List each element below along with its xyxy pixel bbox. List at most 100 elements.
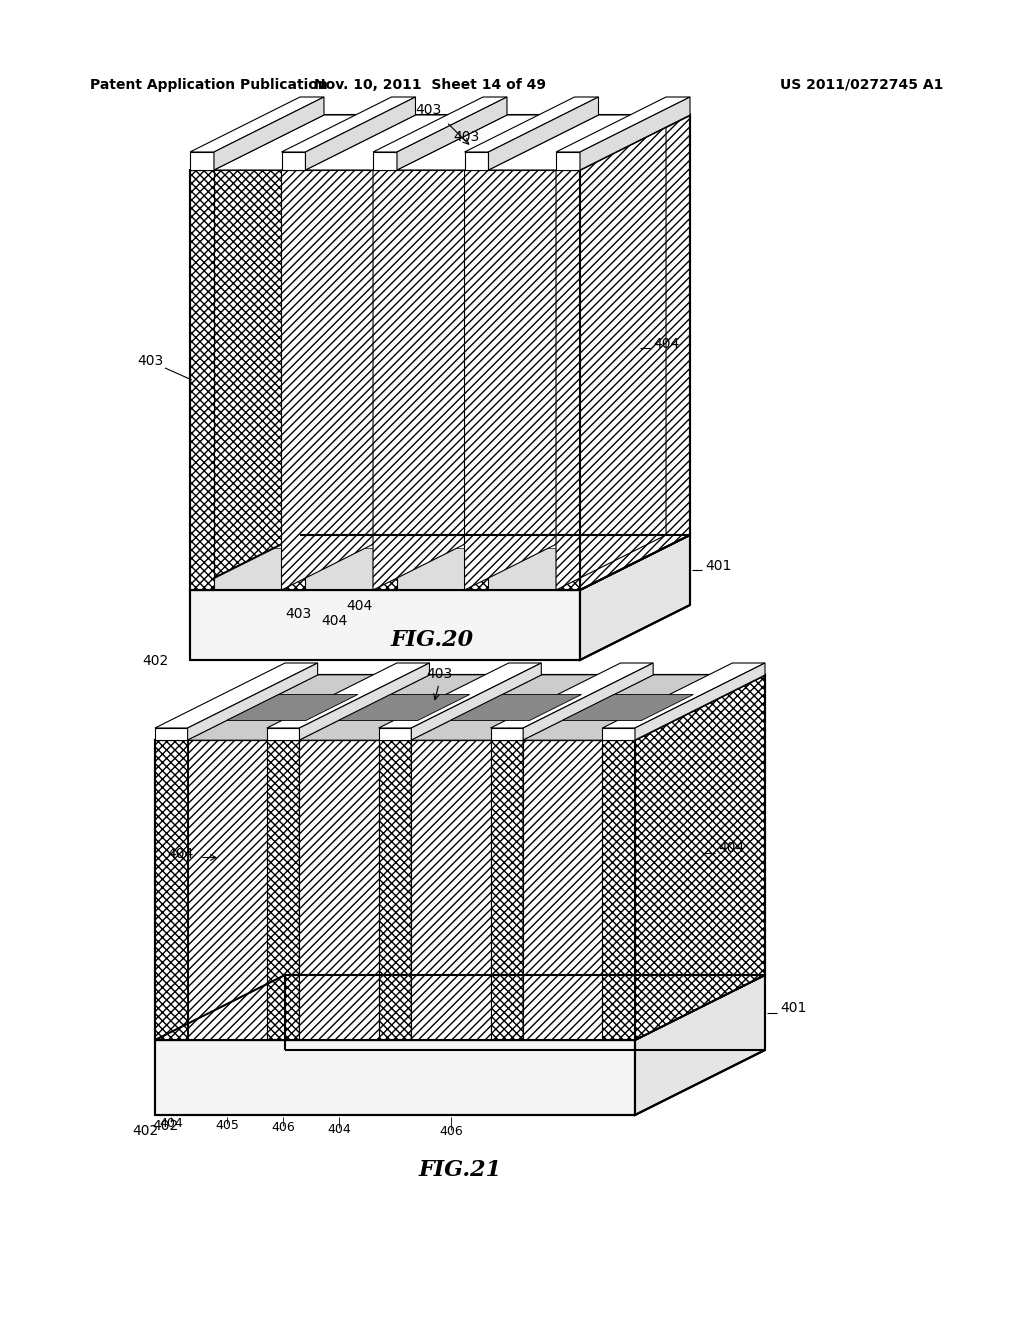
Polygon shape	[305, 548, 373, 590]
Polygon shape	[562, 694, 693, 721]
Polygon shape	[490, 663, 653, 729]
Polygon shape	[190, 170, 214, 590]
Polygon shape	[465, 115, 574, 590]
Polygon shape	[580, 535, 690, 660]
Polygon shape	[226, 694, 357, 721]
Text: US 2011/0272745 A1: US 2011/0272745 A1	[780, 78, 943, 92]
Polygon shape	[187, 675, 397, 741]
Text: Nov. 10, 2011  Sheet 14 of 49: Nov. 10, 2011 Sheet 14 of 49	[314, 78, 546, 92]
Polygon shape	[488, 506, 556, 548]
Polygon shape	[155, 741, 187, 1040]
Polygon shape	[397, 506, 465, 548]
Polygon shape	[379, 663, 542, 729]
Text: 404: 404	[346, 599, 373, 612]
Polygon shape	[373, 115, 507, 170]
Polygon shape	[155, 975, 765, 1040]
Polygon shape	[602, 741, 635, 1040]
Polygon shape	[373, 170, 397, 590]
Text: 404: 404	[167, 846, 194, 861]
Polygon shape	[523, 675, 732, 741]
Polygon shape	[488, 115, 666, 170]
Text: 404: 404	[160, 1117, 183, 1130]
Polygon shape	[523, 741, 602, 1040]
Polygon shape	[305, 213, 373, 253]
Polygon shape	[155, 1040, 635, 1115]
Polygon shape	[267, 663, 429, 729]
Polygon shape	[214, 115, 391, 170]
Text: 403: 403	[454, 129, 479, 144]
Polygon shape	[412, 675, 621, 741]
Polygon shape	[214, 96, 324, 170]
Polygon shape	[155, 663, 317, 729]
Polygon shape	[488, 338, 556, 380]
Polygon shape	[282, 152, 305, 170]
Polygon shape	[397, 548, 465, 590]
Polygon shape	[397, 380, 465, 422]
Polygon shape	[299, 741, 379, 1040]
Polygon shape	[556, 152, 580, 170]
Polygon shape	[488, 213, 556, 253]
Polygon shape	[556, 115, 690, 170]
Polygon shape	[635, 675, 765, 1040]
Text: Patent Application Publication: Patent Application Publication	[90, 78, 328, 92]
Polygon shape	[490, 741, 523, 1040]
Text: 401: 401	[705, 558, 731, 573]
Polygon shape	[267, 675, 429, 741]
Polygon shape	[523, 663, 653, 741]
Polygon shape	[155, 675, 765, 741]
Polygon shape	[282, 115, 391, 590]
Polygon shape	[282, 96, 416, 152]
Polygon shape	[190, 115, 300, 590]
Polygon shape	[602, 663, 765, 729]
Polygon shape	[305, 422, 373, 465]
Text: FIG.20: FIG.20	[391, 630, 474, 651]
Polygon shape	[556, 170, 580, 590]
Polygon shape	[214, 465, 282, 506]
Polygon shape	[187, 741, 267, 1040]
Text: 405: 405	[215, 1119, 240, 1133]
Polygon shape	[214, 506, 282, 548]
Polygon shape	[379, 675, 542, 741]
Polygon shape	[635, 675, 765, 1040]
Text: FIG.21: FIG.21	[419, 1159, 502, 1181]
Polygon shape	[556, 96, 690, 152]
Polygon shape	[412, 741, 490, 1040]
Polygon shape	[465, 170, 488, 590]
Polygon shape	[305, 338, 373, 380]
Polygon shape	[373, 96, 507, 152]
Text: 404: 404	[653, 337, 679, 351]
Polygon shape	[305, 115, 483, 170]
Polygon shape	[451, 694, 582, 721]
Polygon shape	[305, 380, 373, 422]
Polygon shape	[155, 675, 285, 1040]
Polygon shape	[282, 170, 305, 590]
Text: 404: 404	[322, 614, 347, 628]
Text: 403: 403	[137, 354, 163, 368]
Polygon shape	[190, 152, 214, 170]
Polygon shape	[214, 422, 282, 465]
Polygon shape	[299, 675, 429, 1040]
Polygon shape	[190, 535, 690, 590]
Polygon shape	[155, 729, 187, 741]
Polygon shape	[490, 675, 653, 741]
Text: 403: 403	[286, 607, 311, 620]
Polygon shape	[379, 741, 412, 1040]
Polygon shape	[305, 296, 373, 338]
Polygon shape	[155, 675, 317, 741]
Polygon shape	[373, 115, 483, 590]
Polygon shape	[465, 152, 488, 170]
Polygon shape	[397, 296, 465, 338]
Polygon shape	[305, 506, 373, 548]
Polygon shape	[635, 663, 765, 741]
Polygon shape	[488, 422, 556, 465]
Text: 402: 402	[152, 1119, 178, 1133]
Polygon shape	[305, 96, 416, 170]
Polygon shape	[488, 170, 556, 213]
Polygon shape	[488, 96, 598, 170]
Text: 402: 402	[132, 1125, 158, 1138]
Polygon shape	[490, 729, 523, 741]
Polygon shape	[214, 338, 282, 380]
Polygon shape	[397, 338, 465, 380]
Polygon shape	[465, 96, 598, 152]
Polygon shape	[214, 380, 282, 422]
